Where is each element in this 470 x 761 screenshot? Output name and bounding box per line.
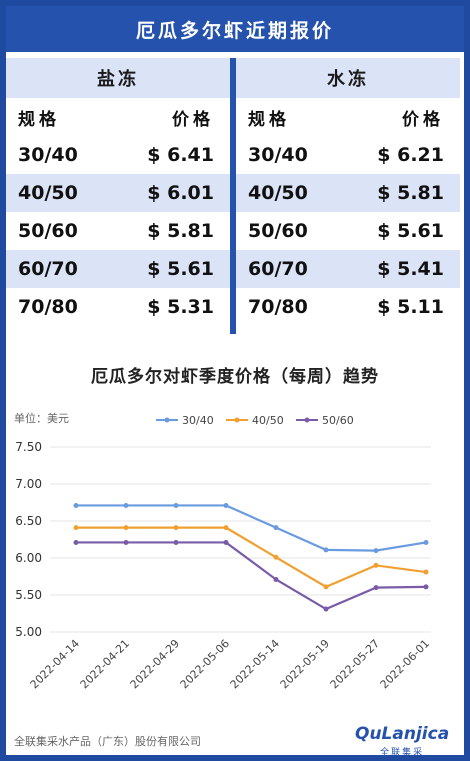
table-row: 30/40 $ 6.41 xyxy=(6,136,230,174)
unit-label: 单位：美元 xyxy=(14,412,69,425)
series-line xyxy=(76,504,427,552)
spec-cell: 40/50 xyxy=(18,182,78,204)
x-tick-label: 2022-04-14 xyxy=(28,637,82,691)
data-point xyxy=(223,539,229,545)
price-cell: $ 5.11 xyxy=(377,296,444,318)
column-header-row: 规格 价格 xyxy=(6,98,230,136)
spec-cell: 60/70 xyxy=(18,258,78,280)
legend-marker xyxy=(164,417,170,423)
price-cell: $ 5.81 xyxy=(377,182,444,204)
y-tick-label: 7.00 xyxy=(15,477,42,491)
data-point xyxy=(223,525,229,531)
series-line xyxy=(76,526,427,589)
data-point xyxy=(323,584,329,590)
column-header-spec: 规格 xyxy=(248,109,290,130)
x-tick-label: 2022-05-19 xyxy=(278,637,332,691)
brand-sub: 全联集采 xyxy=(380,748,425,758)
y-tick-label: 5.50 xyxy=(15,588,42,602)
spec-cell: 50/60 xyxy=(18,220,78,242)
data-point xyxy=(173,539,179,545)
price-cell: $ 5.61 xyxy=(147,258,214,280)
data-point xyxy=(173,525,179,531)
spec-cell: 30/40 xyxy=(18,144,78,166)
data-point xyxy=(323,547,329,553)
data-point xyxy=(373,562,379,568)
column-header-price: 价格 xyxy=(402,109,444,130)
spec-cell: 40/50 xyxy=(248,182,308,204)
x-tick-label: 2022-05-27 xyxy=(328,637,382,691)
price-cell: $ 6.21 xyxy=(377,144,444,166)
table-row: 40/50 $ 5.81 xyxy=(236,174,460,212)
data-point xyxy=(423,569,429,575)
data-point xyxy=(73,539,79,545)
page-title: 厄瓜多尔虾近期报价 xyxy=(6,6,464,52)
brand-logo: QuLanjica 全联集采 xyxy=(355,724,449,758)
salt-frozen-section: 盐冻 规格 价格 30/40 $ 6.41 40/50 $ 6.01 50/60… xyxy=(6,58,230,328)
table-row: 30/40 $ 6.21 xyxy=(236,136,460,174)
spec-cell: 50/60 xyxy=(248,220,308,242)
data-point xyxy=(123,525,129,531)
price-cell: $ 5.81 xyxy=(147,220,214,242)
spec-cell: 70/80 xyxy=(248,296,308,318)
legend-entry: 50/60 xyxy=(322,414,354,427)
series-line xyxy=(76,541,427,611)
x-tick-label: 2022-05-06 xyxy=(178,637,232,691)
price-cell: $ 5.41 xyxy=(377,258,444,280)
y-tick-label: 5.00 xyxy=(15,625,42,639)
line-chart: 7.507.006.506.005.505.002022-04-142022-0… xyxy=(15,414,432,691)
x-tick-label: 2022-04-21 xyxy=(78,637,132,691)
price-cell: $ 6.41 xyxy=(147,144,214,166)
legend-entry: 40/50 xyxy=(252,414,284,427)
price-cell: $ 5.61 xyxy=(377,220,444,242)
column-header-price: 价格 xyxy=(172,109,214,130)
price-table: 盐冻 规格 价格 30/40 $ 6.41 40/50 $ 6.01 50/60… xyxy=(6,58,464,328)
company-name: 全联集采水产品（广东）股份有限公司 xyxy=(14,735,201,748)
y-tick-label: 6.50 xyxy=(15,514,42,528)
data-point xyxy=(223,502,229,508)
y-tick-label: 6.00 xyxy=(15,551,42,565)
section-header: 水冻 xyxy=(236,58,460,98)
table-row: 40/50 $ 6.01 xyxy=(6,174,230,212)
spec-cell: 70/80 xyxy=(18,296,78,318)
data-point xyxy=(73,525,79,531)
x-tick-label: 2022-05-14 xyxy=(228,637,282,691)
table-divider xyxy=(230,58,236,334)
data-point xyxy=(173,502,179,508)
data-point xyxy=(73,502,79,508)
legend-marker xyxy=(304,417,310,423)
data-point xyxy=(273,525,279,531)
data-point xyxy=(273,554,279,560)
data-point xyxy=(323,606,329,612)
price-cell: $ 5.31 xyxy=(147,296,214,318)
table-row: 60/70 $ 5.41 xyxy=(236,250,460,288)
data-point xyxy=(423,539,429,545)
table-row: 50/60 $ 5.61 xyxy=(236,212,460,250)
data-point xyxy=(373,585,379,591)
poster-frame: 厄瓜多尔虾近期报价 盐冻 规格 价格 30/40 $ 6.41 40/50 $ … xyxy=(6,6,464,758)
table-row: 70/80 $ 5.11 xyxy=(236,288,460,326)
data-point xyxy=(123,539,129,545)
table-row: 70/80 $ 5.31 xyxy=(6,288,230,326)
data-point xyxy=(123,502,129,508)
data-point xyxy=(273,576,279,582)
section-header: 盐冻 xyxy=(6,58,230,98)
chart-title: 厄瓜多尔对虾季度价格（每周）趋势 xyxy=(91,367,379,387)
column-header-spec: 规格 xyxy=(18,109,60,130)
x-tick-label: 2022-06-01 xyxy=(378,637,432,691)
legend-marker xyxy=(234,417,240,423)
spec-cell: 60/70 xyxy=(248,258,308,280)
spec-cell: 30/40 xyxy=(248,144,308,166)
table-row: 50/60 $ 5.81 xyxy=(6,212,230,250)
table-row: 60/70 $ 5.61 xyxy=(6,250,230,288)
data-point xyxy=(423,584,429,590)
legend-entry: 30/40 xyxy=(182,414,214,427)
data-point xyxy=(373,548,379,554)
column-header-row: 规格 价格 xyxy=(236,98,460,136)
y-tick-label: 7.50 xyxy=(15,440,42,454)
x-tick-label: 2022-04-29 xyxy=(128,637,182,691)
brand-name: QuLanjica xyxy=(355,724,450,744)
price-cell: $ 6.01 xyxy=(147,182,214,204)
water-frozen-section: 水冻 规格 价格 30/40 $ 6.21 40/50 $ 5.81 50/60… xyxy=(236,58,460,328)
